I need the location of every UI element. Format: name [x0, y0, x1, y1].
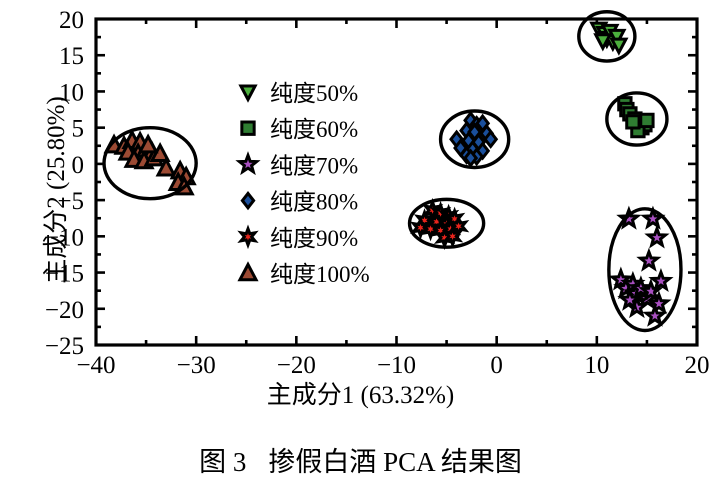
data-point	[463, 148, 479, 168]
y-tick-label: 10	[59, 79, 84, 106]
legend-item-5[interactable]: 纯度90%	[237, 224, 358, 251]
data-point	[447, 213, 470, 239]
y-tick-label: −10	[45, 224, 84, 251]
legend: 纯度50% 纯度60% 纯度70% 纯度80% 纯度90% 纯度100%	[235, 81, 370, 287]
series-1-points	[589, 21, 629, 56]
cluster-ellipse-2	[605, 91, 669, 147]
x-tick-label: −30	[177, 352, 216, 379]
cluster-ellipse-3	[607, 207, 683, 333]
cluster-ellipse-6	[102, 125, 198, 201]
legend-label: 纯度70%	[270, 153, 358, 178]
data-point	[608, 266, 634, 291]
figure-caption: 图 3 掺假白酒 PCA 结果图	[0, 440, 721, 479]
x-tick-label: 20	[685, 352, 710, 379]
legend-label: 纯度60%	[270, 117, 358, 142]
y-tick-label: −20	[45, 297, 84, 324]
legend-item-2[interactable]: 纯度60%	[240, 117, 358, 142]
data-point	[137, 133, 159, 154]
y-tick-label: 15	[59, 43, 84, 70]
legend-label: 纯度50%	[270, 81, 358, 106]
legend-label: 纯度80%	[270, 190, 358, 215]
y-axis-label: 主成分2 (25.80%)	[43, 96, 70, 284]
series-5-points	[409, 197, 470, 251]
data-point	[636, 247, 662, 272]
series-2-points	[617, 96, 655, 139]
data-point	[644, 224, 670, 249]
caption-title: 掺假白酒 PCA 结果图	[268, 447, 522, 477]
data-point	[155, 156, 177, 177]
data-point	[593, 33, 613, 52]
legend-item-3[interactable]: 纯度70%	[235, 151, 358, 178]
x-tick-label: −20	[277, 352, 316, 379]
legend-marker-star6-icon	[237, 224, 259, 250]
data-point	[483, 129, 499, 149]
y-tick-label: −25	[45, 333, 84, 360]
series-6-points	[103, 128, 197, 196]
x-tick-label: 0	[490, 352, 503, 379]
data-points-layer	[103, 21, 674, 327]
y-tick-label: 20	[59, 7, 84, 34]
data-point	[607, 28, 627, 48]
data-point	[617, 286, 643, 311]
caption-number: 图 3	[199, 447, 247, 477]
y-tick-label: −15	[45, 261, 84, 288]
cluster-ellipse-4	[438, 109, 511, 170]
y-tick-label: 5	[72, 116, 85, 143]
data-point	[609, 37, 629, 56]
legend-label: 纯度90%	[270, 226, 358, 251]
x-axis-label: 主成分1 (63.32%)	[266, 382, 455, 409]
legend-marker-square-icon	[240, 120, 256, 136]
legend-marker-diamond-icon	[240, 190, 256, 211]
cluster-ellipse-1	[577, 10, 637, 63]
data-point	[616, 205, 642, 230]
x-tick-label: 10	[584, 352, 609, 379]
data-point	[640, 205, 666, 230]
legend-item-1[interactable]: 纯度50%	[238, 81, 358, 106]
y-tick-label: −5	[57, 188, 84, 215]
data-point	[409, 215, 432, 240]
data-point	[642, 302, 668, 327]
legend-item-6[interactable]: 纯度100%	[237, 261, 370, 287]
cluster-ellipse-5	[407, 197, 486, 249]
data-point	[648, 267, 674, 292]
data-point	[646, 290, 672, 315]
x-tick-label: −40	[76, 352, 115, 379]
x-tick-label: −10	[377, 352, 416, 379]
y-tick-label: 0	[72, 152, 85, 179]
axis-tick-labels: −40 −30 −20 −10 0 10 20 20 15 10 5 0 −5 −10 −15 −20 −25	[45, 7, 710, 379]
legend-marker-triangle-down-icon	[238, 84, 258, 103]
series-3-points	[608, 205, 674, 327]
cluster-ellipses-layer	[102, 10, 683, 333]
data-point	[625, 114, 641, 130]
legend-marker-star5-icon	[235, 151, 261, 176]
data-point	[419, 216, 442, 242]
series-4-points	[449, 110, 499, 168]
data-point	[639, 112, 655, 129]
legend-label: 纯度100%	[270, 262, 370, 287]
legend-item-4[interactable]: 纯度80%	[240, 190, 358, 215]
legend-marker-triangle-up-icon	[237, 261, 259, 282]
